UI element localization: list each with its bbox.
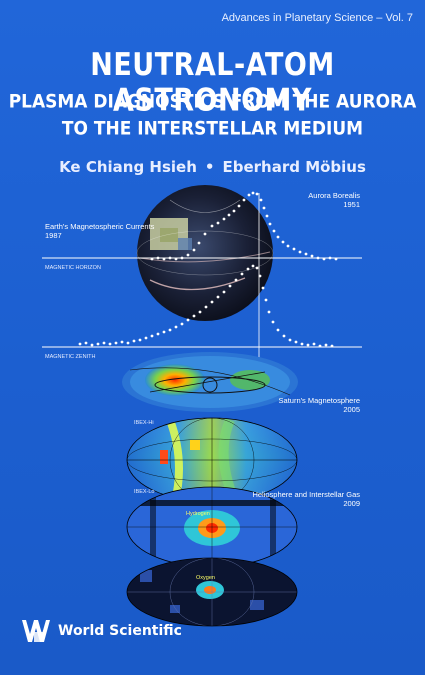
magnetic-zenith-label: MAGNETIC ZENITH xyxy=(45,354,96,360)
authors: Ke Chiang Hsieh • Eberhard Möbius xyxy=(0,158,425,176)
publisher-name: World Scientific xyxy=(58,623,182,639)
author-2: Eberhard Möbius xyxy=(222,158,366,176)
magnetic-horizon-label: MAGNETIC HORIZON xyxy=(45,265,101,271)
book-title: NEUTRAL-ATOM ASTRONOMY xyxy=(90,47,335,119)
currents-label: Earth's Magnetospheric Currents 1987 xyxy=(45,222,155,241)
world-scientific-logo-icon xyxy=(22,620,50,642)
book-subtitle-line1: PLASMA DIAGNOSTICS FROM THE AURORA xyxy=(8,91,417,113)
oxygen-label: Oxygen xyxy=(196,575,215,581)
hydrogen-label: Hydrogen xyxy=(186,511,210,517)
saturn-magnetosphere-image xyxy=(122,352,298,412)
author-1: Ke Chiang Hsieh xyxy=(59,158,197,176)
heliosphere-label: Heliosphere and Interstellar Gas 2009 xyxy=(252,490,360,509)
author-separator: • xyxy=(204,158,215,176)
aurora-scan-lower xyxy=(78,264,334,348)
publisher: World Scientific xyxy=(20,618,182,644)
book-subtitle-line2: TO THE INTERSTELLAR MEDIUM xyxy=(61,118,364,140)
ibex-hi-label: IBEX-Hi xyxy=(134,420,154,426)
ibex-lo-oxygen-map xyxy=(126,557,298,627)
earth-globe-image xyxy=(136,185,274,321)
aurora-label: Aurora Borealis 1951 xyxy=(308,191,360,210)
ibex-lo-label: IBEX-Lo xyxy=(134,489,155,495)
aurora-scan-upper xyxy=(150,191,338,261)
saturn-label: Saturn's Magnetosphere 2005 xyxy=(278,396,360,415)
series-label: Advances in Planetary Science – Vol. 7 xyxy=(221,12,413,24)
ibex-lo-hydrogen-map xyxy=(126,486,298,568)
